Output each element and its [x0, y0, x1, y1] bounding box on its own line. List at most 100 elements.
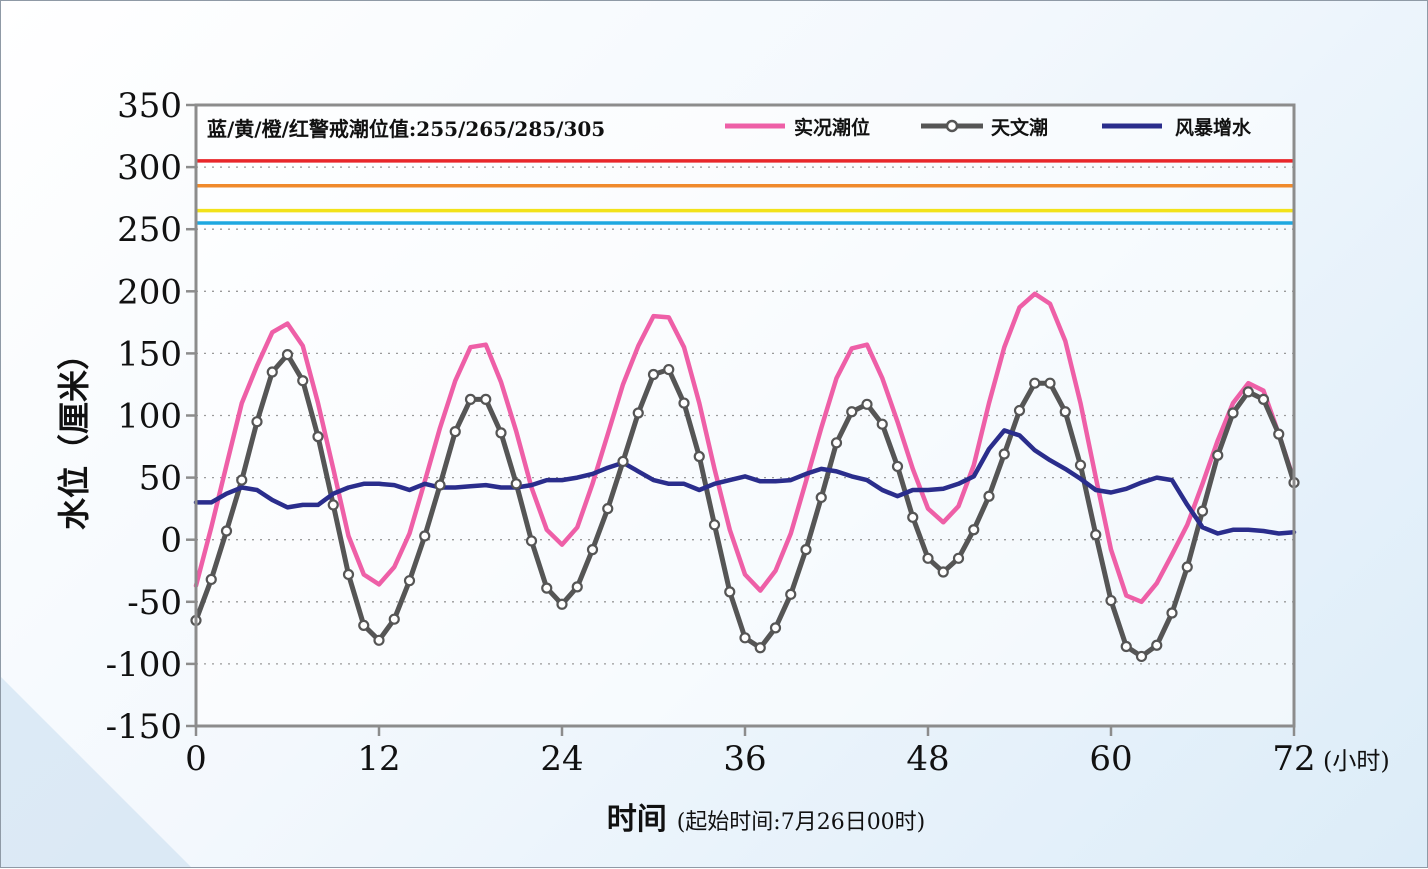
y-tick-label: 50 [139, 459, 182, 499]
series-point [403, 575, 416, 587]
series-point [525, 535, 538, 547]
series-point [617, 455, 629, 468]
series-point [251, 416, 263, 428]
x-axis-label: 时间 [607, 802, 667, 837]
series-point [1074, 459, 1087, 471]
series-point [281, 349, 294, 361]
series-point [541, 582, 553, 594]
series-line-2 [193, 428, 1297, 536]
legend-label-surge: 风暴增水 [1175, 116, 1252, 139]
legend-marker-astronomical [945, 119, 959, 133]
y-tick-label: 250 [117, 210, 182, 250]
series-point [1273, 428, 1285, 440]
series-point [312, 431, 324, 443]
series-point [922, 552, 934, 564]
series-point [495, 427, 507, 439]
y-tick-label: -50 [127, 583, 182, 623]
x-tick-label: 36 [723, 739, 766, 779]
series-point [769, 622, 782, 634]
series-point [708, 519, 721, 531]
series-point [952, 552, 965, 564]
series-point [830, 437, 843, 449]
series-point [464, 393, 477, 405]
series-point [983, 490, 995, 502]
series-point [602, 503, 614, 515]
series-point [358, 619, 370, 631]
series-point [647, 368, 660, 381]
series-point [1059, 406, 1071, 418]
series-point [1181, 561, 1193, 573]
series-point [510, 478, 522, 490]
x-tick-label: 48 [906, 739, 949, 779]
series-point [205, 573, 217, 586]
series-point [1242, 386, 1254, 398]
series-point [876, 418, 888, 430]
series-point [297, 375, 309, 387]
series-point [846, 406, 858, 418]
y-tick-label: 150 [117, 334, 182, 374]
series-point [1029, 377, 1041, 389]
y-axis-label: 水位（厘米） [55, 338, 93, 530]
series-point [1105, 594, 1117, 607]
x-axis-start-note: (起始时间:7月26日00时) [677, 810, 926, 835]
legend-label-observed: 实况潮位 [794, 116, 870, 139]
series-point [1013, 404, 1026, 417]
x-tick-label: 72 [1272, 739, 1315, 779]
legend-label-astronomical: 天文潮 [991, 116, 1048, 139]
series-point [449, 426, 461, 438]
series-point [1257, 393, 1270, 405]
series-point [1166, 607, 1178, 619]
series-point [327, 499, 339, 511]
y-tick-label: 100 [117, 397, 182, 437]
x-tick-label: 12 [357, 739, 400, 779]
series-point [1151, 639, 1163, 651]
series-point [419, 530, 431, 542]
series-point [998, 448, 1010, 460]
y-tick-label: 350 [117, 86, 182, 126]
x-tick-label: 60 [1089, 739, 1132, 779]
y-tick-label: -100 [106, 645, 182, 685]
series-point [968, 524, 980, 536]
series-point [480, 393, 492, 405]
y-tick-label: 300 [117, 148, 182, 188]
series-point [724, 586, 736, 598]
series-point [342, 568, 355, 581]
series-point [434, 479, 446, 491]
series-point [1044, 377, 1056, 389]
x-axis-unit: (小时) [1323, 747, 1390, 775]
series-point [785, 588, 797, 600]
series-point [891, 460, 904, 473]
series-point [754, 642, 766, 654]
series-point [739, 632, 751, 644]
series-point [1227, 407, 1239, 419]
series-line-0 [193, 291, 1297, 605]
series-point [693, 450, 705, 463]
legend: 实况潮位 天文潮 风暴增水 [725, 116, 1252, 139]
series-point [1090, 529, 1102, 541]
x-tick-label: 0 [185, 739, 207, 779]
series-point [815, 491, 827, 504]
series-point [800, 544, 812, 556]
y-tick-label: 0 [160, 521, 182, 561]
series-point [388, 613, 400, 625]
series-point [556, 598, 568, 610]
series-point [663, 363, 675, 376]
series-point [937, 566, 949, 578]
series-point [571, 581, 583, 593]
plot-area [196, 105, 1294, 726]
series-point [1135, 650, 1148, 663]
series-point [1196, 505, 1209, 517]
x-axis-label-group: 时间 (起始时间:7月26日00时) [607, 802, 926, 837]
series-point [236, 474, 248, 486]
series-point [266, 366, 278, 378]
series-point [220, 525, 233, 537]
series-point [1212, 449, 1224, 461]
y-tick-label: 200 [117, 272, 182, 312]
series-point [907, 511, 919, 523]
series-point [632, 407, 644, 419]
threshold-annotation: 蓝/黄/橙/红警戒潮位值:255/265/285/305 [207, 117, 605, 141]
series-point [1120, 640, 1132, 653]
series-point [586, 544, 599, 556]
